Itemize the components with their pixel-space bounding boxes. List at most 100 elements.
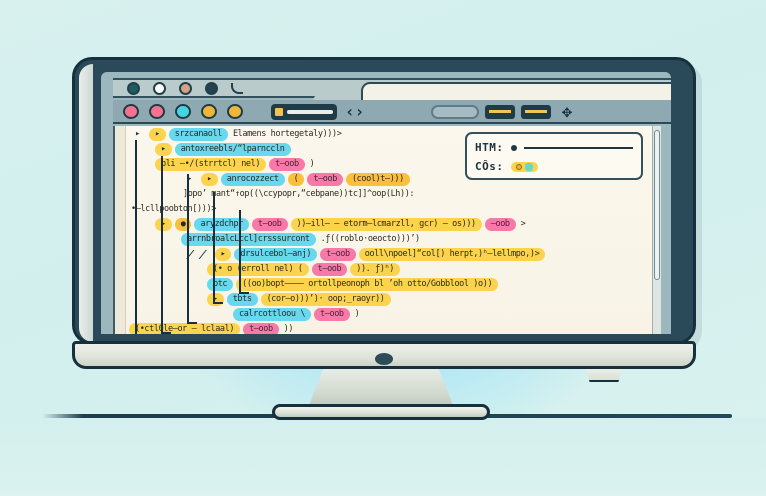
code-line[interactable]: ▸ ▸ srzcanaoll Elamens hortegetaly)))> bbox=[129, 128, 343, 141]
code-line[interactable]: ptc ((oo)bopt———— ortollpeonoph bl ’oh ot… bbox=[207, 278, 499, 291]
code-token-y: ▸ bbox=[155, 143, 172, 156]
toolbar-button-1[interactable] bbox=[485, 105, 515, 119]
toolbar-dot-orange-1[interactable] bbox=[201, 103, 217, 119]
code-line[interactable]: •—lcllpoobton[)))> bbox=[129, 203, 218, 216]
address-bar-text bbox=[287, 110, 333, 114]
browser-toolbar: ‹› ✥ bbox=[113, 100, 671, 124]
tree-guide-line bbox=[187, 174, 197, 324]
code-token-plain: ) bbox=[309, 159, 315, 169]
code-token-arrow: ▸ bbox=[135, 129, 141, 139]
code-line[interactable]: ▸ tbts (cor—o)))’)· oop;_raoyr)) bbox=[207, 293, 391, 306]
code-line[interactable]: calrcottloou \ t—oob) bbox=[233, 308, 361, 321]
code-token-plain: Elamens hortegetaly)))> bbox=[232, 129, 342, 139]
code-token-y: ▸ bbox=[155, 218, 172, 231]
code-token-p: t—oob bbox=[251, 218, 288, 231]
window-dot-3[interactable] bbox=[179, 81, 192, 95]
inspector-color-pill[interactable] bbox=[510, 161, 538, 172]
code-token-plain: ) bbox=[354, 309, 360, 319]
code-token-p: t—oob bbox=[269, 158, 305, 171]
color-swatch-icon bbox=[515, 163, 522, 170]
tree-guide-line bbox=[213, 192, 223, 304]
code-line[interactable]: ▸ ● aryzdchpr t—oob))—ill— — etorm—lcmarzll… bbox=[155, 218, 527, 231]
code-token-c: calrcottloou \ bbox=[233, 308, 312, 321]
inspector-slider-track[interactable] bbox=[523, 146, 633, 149]
toolbar-dot-pink-1[interactable] bbox=[123, 103, 139, 119]
code-token-plain: )) bbox=[283, 324, 294, 334]
inspector-label-css: CÔs: bbox=[475, 160, 504, 173]
window-dot-2[interactable] bbox=[153, 81, 166, 95]
monitor-power-indicator[interactable] bbox=[375, 353, 393, 365]
code-token-c: aryzdchpr bbox=[194, 218, 249, 231]
code-line[interactable]: ▸ ▸ anrocozzect(t—oob (cool)t—))) bbox=[181, 173, 410, 186]
styles-inspector-panel[interactable]: HTM: CÔs: bbox=[465, 132, 643, 180]
code-token-c: antoxreebls/“lparnccln bbox=[174, 143, 291, 156]
code-token-y: (cor—o)))’)· oop;_raoyr)) bbox=[260, 293, 391, 306]
tree-guide-line bbox=[161, 156, 171, 334]
code-line[interactable]: ▸ antoxreebls/“lparnccln bbox=[155, 143, 291, 156]
monitor-stand-base bbox=[272, 404, 490, 420]
address-bar[interactable] bbox=[271, 104, 337, 120]
inspector-row-css[interactable]: CÔs: bbox=[475, 157, 633, 176]
toolbar-dot-cyan[interactable] bbox=[175, 103, 191, 119]
code-line[interactable]: bli —•/(strrtcl) nel) t—oob) bbox=[155, 158, 316, 171]
code-token-c: srzcanaoll bbox=[168, 128, 228, 141]
tree-guide-line bbox=[239, 210, 249, 294]
monitor-bottom-bezel bbox=[72, 341, 696, 369]
code-brackets-icon[interactable]: ‹› bbox=[345, 102, 365, 121]
code-token-y: (• o (erroll nel) ( bbox=[207, 263, 309, 276]
inspector-label-html: HTM: bbox=[475, 141, 504, 154]
window-dot-1[interactable] bbox=[127, 81, 140, 95]
toolbar-dot-orange-2[interactable] bbox=[227, 103, 243, 119]
monitor-screen: ‹› ✥ ▸ ▸ srzcanaoll Elamens hortegetaly)))>… bbox=[101, 72, 671, 334]
code-token-c: tbts bbox=[226, 293, 258, 306]
code-token-y: )). ƒ)ʰ) bbox=[350, 263, 400, 276]
scrollbar-thumb[interactable] bbox=[654, 130, 660, 280]
toolbar-dot-pink-2[interactable] bbox=[149, 103, 165, 119]
code-token-p: —oob bbox=[484, 218, 516, 231]
inspector-slider-knob[interactable] bbox=[510, 144, 517, 151]
monitor-left-highlight bbox=[79, 64, 93, 342]
vertical-scrollbar[interactable] bbox=[652, 126, 661, 334]
code-token-y: ▸ bbox=[214, 248, 232, 261]
code-token-y: ((oo)bopt———— ortollpeonoph bl ’oh otto/… bbox=[236, 278, 499, 291]
code-line[interactable]: ]opo’ mant“↑op((\ccypopr,“cebpane))tc]]^… bbox=[181, 188, 416, 201]
monitor-frame: ‹› ✥ ▸ ▸ srzcanaoll Elamens hortegetaly)))>… bbox=[72, 57, 696, 345]
code-line[interactable]: (•ctl0le—or — lclaal) t—oob)) bbox=[129, 323, 295, 334]
window-dot-4[interactable] bbox=[205, 81, 218, 95]
code-line[interactable]: (• o (erroll nel) (t—oob)). ƒ)ʰ) bbox=[207, 263, 400, 276]
code-token-plain: .ƒ((roblo·oeocto)))’) bbox=[320, 234, 420, 244]
code-token-y: bli —•/(strrtcl) nel) bbox=[155, 158, 267, 171]
code-token-y: ▸ bbox=[149, 128, 166, 141]
code-token-plain: ]opo’ mant“↑op((\ccypopr,“cebpane))tc]]^… bbox=[183, 189, 415, 199]
code-token-c: anrocozzect bbox=[220, 173, 285, 186]
toolbar-search-pill[interactable] bbox=[431, 105, 479, 119]
inspector-row-html[interactable]: HTM: bbox=[475, 138, 633, 157]
code-token-o: ( bbox=[287, 173, 305, 186]
titlebar-arc-icon bbox=[231, 82, 243, 94]
browser-titlebar bbox=[113, 78, 671, 106]
code-token-p: t—oob bbox=[314, 308, 350, 321]
inspector-color-value bbox=[524, 162, 533, 171]
code-token-arrow: ▸ bbox=[187, 174, 193, 184]
code-token-p: t—oob bbox=[307, 173, 343, 186]
code-token-plain: > bbox=[520, 219, 526, 229]
move-cross-icon[interactable]: ✥ bbox=[561, 102, 573, 122]
desk-surface bbox=[0, 418, 766, 496]
code-token-y: ))—ill— — etorm—lcmarzll, gcr) — os))) bbox=[290, 218, 482, 231]
devtools-code-panel[interactable]: ▸ ▸ srzcanaoll Elamens hortegetaly)))> ▸ anto… bbox=[113, 126, 661, 334]
code-line[interactable]: / / ▸ drsulcebol—anj) t—oob ooll\npoel]“col[… bbox=[181, 248, 546, 261]
code-token-c: drsulcebol—anj) bbox=[234, 248, 318, 261]
code-token-p: t—oob bbox=[243, 323, 279, 334]
address-bar-favicon bbox=[275, 108, 283, 116]
toolbar-button-2[interactable] bbox=[521, 105, 551, 119]
code-token-p: t—oob bbox=[311, 263, 348, 276]
code-token-o: (cool)t—))) bbox=[345, 173, 410, 186]
code-token-y: (•ctl0le—or — lclaal) bbox=[129, 323, 241, 334]
code-token-plain: •—lcllpoobton[)))> bbox=[131, 204, 216, 214]
code-token-p: t—oob bbox=[320, 248, 356, 261]
line-number-gutter bbox=[115, 126, 126, 334]
code-token-y: ▸ bbox=[201, 173, 218, 186]
tree-guide-line bbox=[135, 140, 145, 334]
code-token-y: ooll\npoel]“col[) herpt,)ʰ—lellmpo,)> bbox=[358, 248, 546, 261]
